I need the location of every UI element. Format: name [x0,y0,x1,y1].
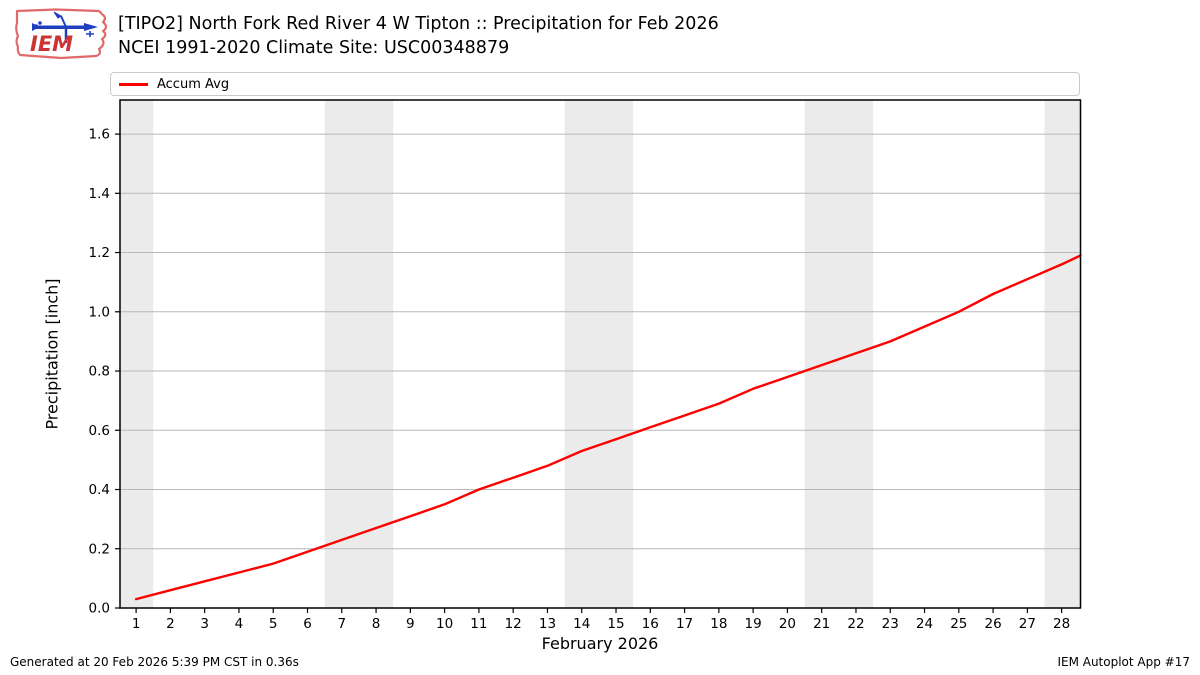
x-tick-label: 7 [337,616,346,632]
x-tick-label: 8 [372,616,381,632]
x-tick-label: 27 [1019,616,1036,632]
generated-timestamp: Generated at 20 Feb 2026 5:39 PM CST in … [10,655,299,669]
iem-logo-text: IEM [30,32,73,56]
x-axis-label: February 2026 [541,634,659,653]
x-tick-label: 25 [950,616,967,632]
x-tick-label: 23 [882,616,899,632]
x-tick-label: 17 [676,616,693,632]
weekend-band [324,100,394,608]
weekend-band [564,100,634,608]
x-tick-label: 1 [132,616,141,632]
chart-title: [TIPO2] North Fork Red River 4 W Tipton … [118,14,719,34]
chart-subtitle: NCEI 1991-2020 Climate Site: USC00348879 [118,38,510,58]
x-tick-label: 2 [166,616,175,632]
iem-logo: IEM [15,8,108,60]
weekend-band [120,100,154,608]
x-tick-label: 26 [984,616,1001,632]
iowa-outline-icon [15,8,108,60]
legend-label: Accum Avg [157,76,230,92]
accum-avg-line [134,254,1082,601]
x-tick-label: 5 [269,616,278,632]
x-tick-label: 28 [1053,616,1070,632]
weekend-band [1044,100,1081,608]
x-tick-label: 16 [642,616,659,632]
x-tick-label: 14 [573,616,590,632]
app-credit: IEM Autoplot App #17 [1057,655,1190,669]
x-tick-label: 6 [303,616,312,632]
x-tick-label: 18 [710,616,727,632]
x-tick-label: 9 [406,616,415,632]
y-tick-label: 0.6 [89,423,110,439]
y-tick-label: 0.0 [89,601,110,617]
y-tick-label: 1.0 [89,304,110,320]
plot-border [119,99,1082,609]
x-tick-label: 20 [779,616,796,632]
x-tick-label: 21 [813,616,830,632]
x-tick-label: 11 [470,616,487,632]
legend: Accum Avg [110,72,1080,96]
y-tick-label: 0.4 [89,482,110,498]
x-tick-label: 4 [235,616,244,632]
x-tick-label: 24 [916,616,933,632]
legend-line-swatch [119,82,148,86]
y-tick-label: 1.2 [89,245,110,261]
x-tick-label: 19 [745,616,762,632]
x-tick-label: 10 [436,616,453,632]
weathervane-icon [32,11,98,43]
x-tick-label: 15 [607,616,624,632]
x-tick-label: 22 [847,616,864,632]
x-tick-label: 3 [200,616,209,632]
y-tick-label: 1.6 [89,127,110,143]
y-tick-label: 0.8 [89,364,110,380]
y-tick-label: 0.2 [89,541,110,557]
x-tick-label: 13 [539,616,556,632]
title-block: [TIPO2] North Fork Red River 4 W Tipton … [118,12,719,60]
weekend-band [804,100,874,608]
y-axis-label: Precipitation [inch] [42,278,62,430]
y-tick-label: 1.4 [89,186,110,202]
x-tick-label: 12 [505,616,522,632]
